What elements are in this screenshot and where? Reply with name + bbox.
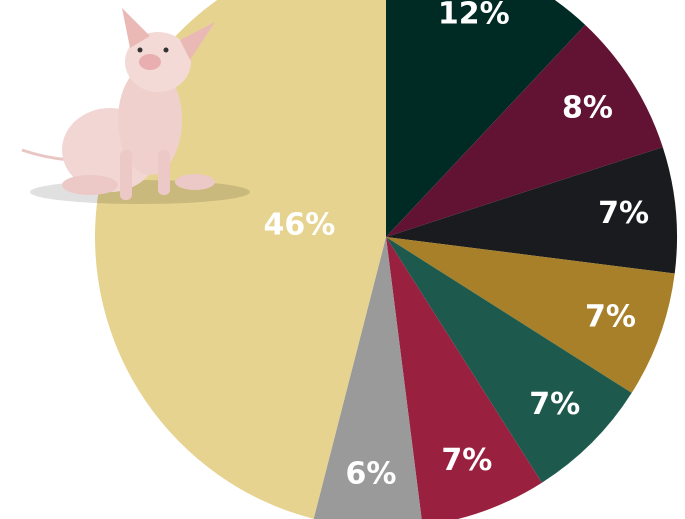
value-label: 7% — [585, 299, 636, 334]
value-label: 46% — [263, 208, 335, 243]
value-label: 7% — [529, 387, 580, 422]
value-label: 7% — [598, 196, 649, 231]
value-label: 7% — [441, 443, 492, 478]
value-label: 6% — [346, 457, 397, 492]
value-label: 12% — [438, 0, 510, 32]
chart: 12% 8% 7% 7% 7% 7% 6% 46% — [0, 0, 685, 519]
value-label: 8% — [562, 91, 613, 126]
